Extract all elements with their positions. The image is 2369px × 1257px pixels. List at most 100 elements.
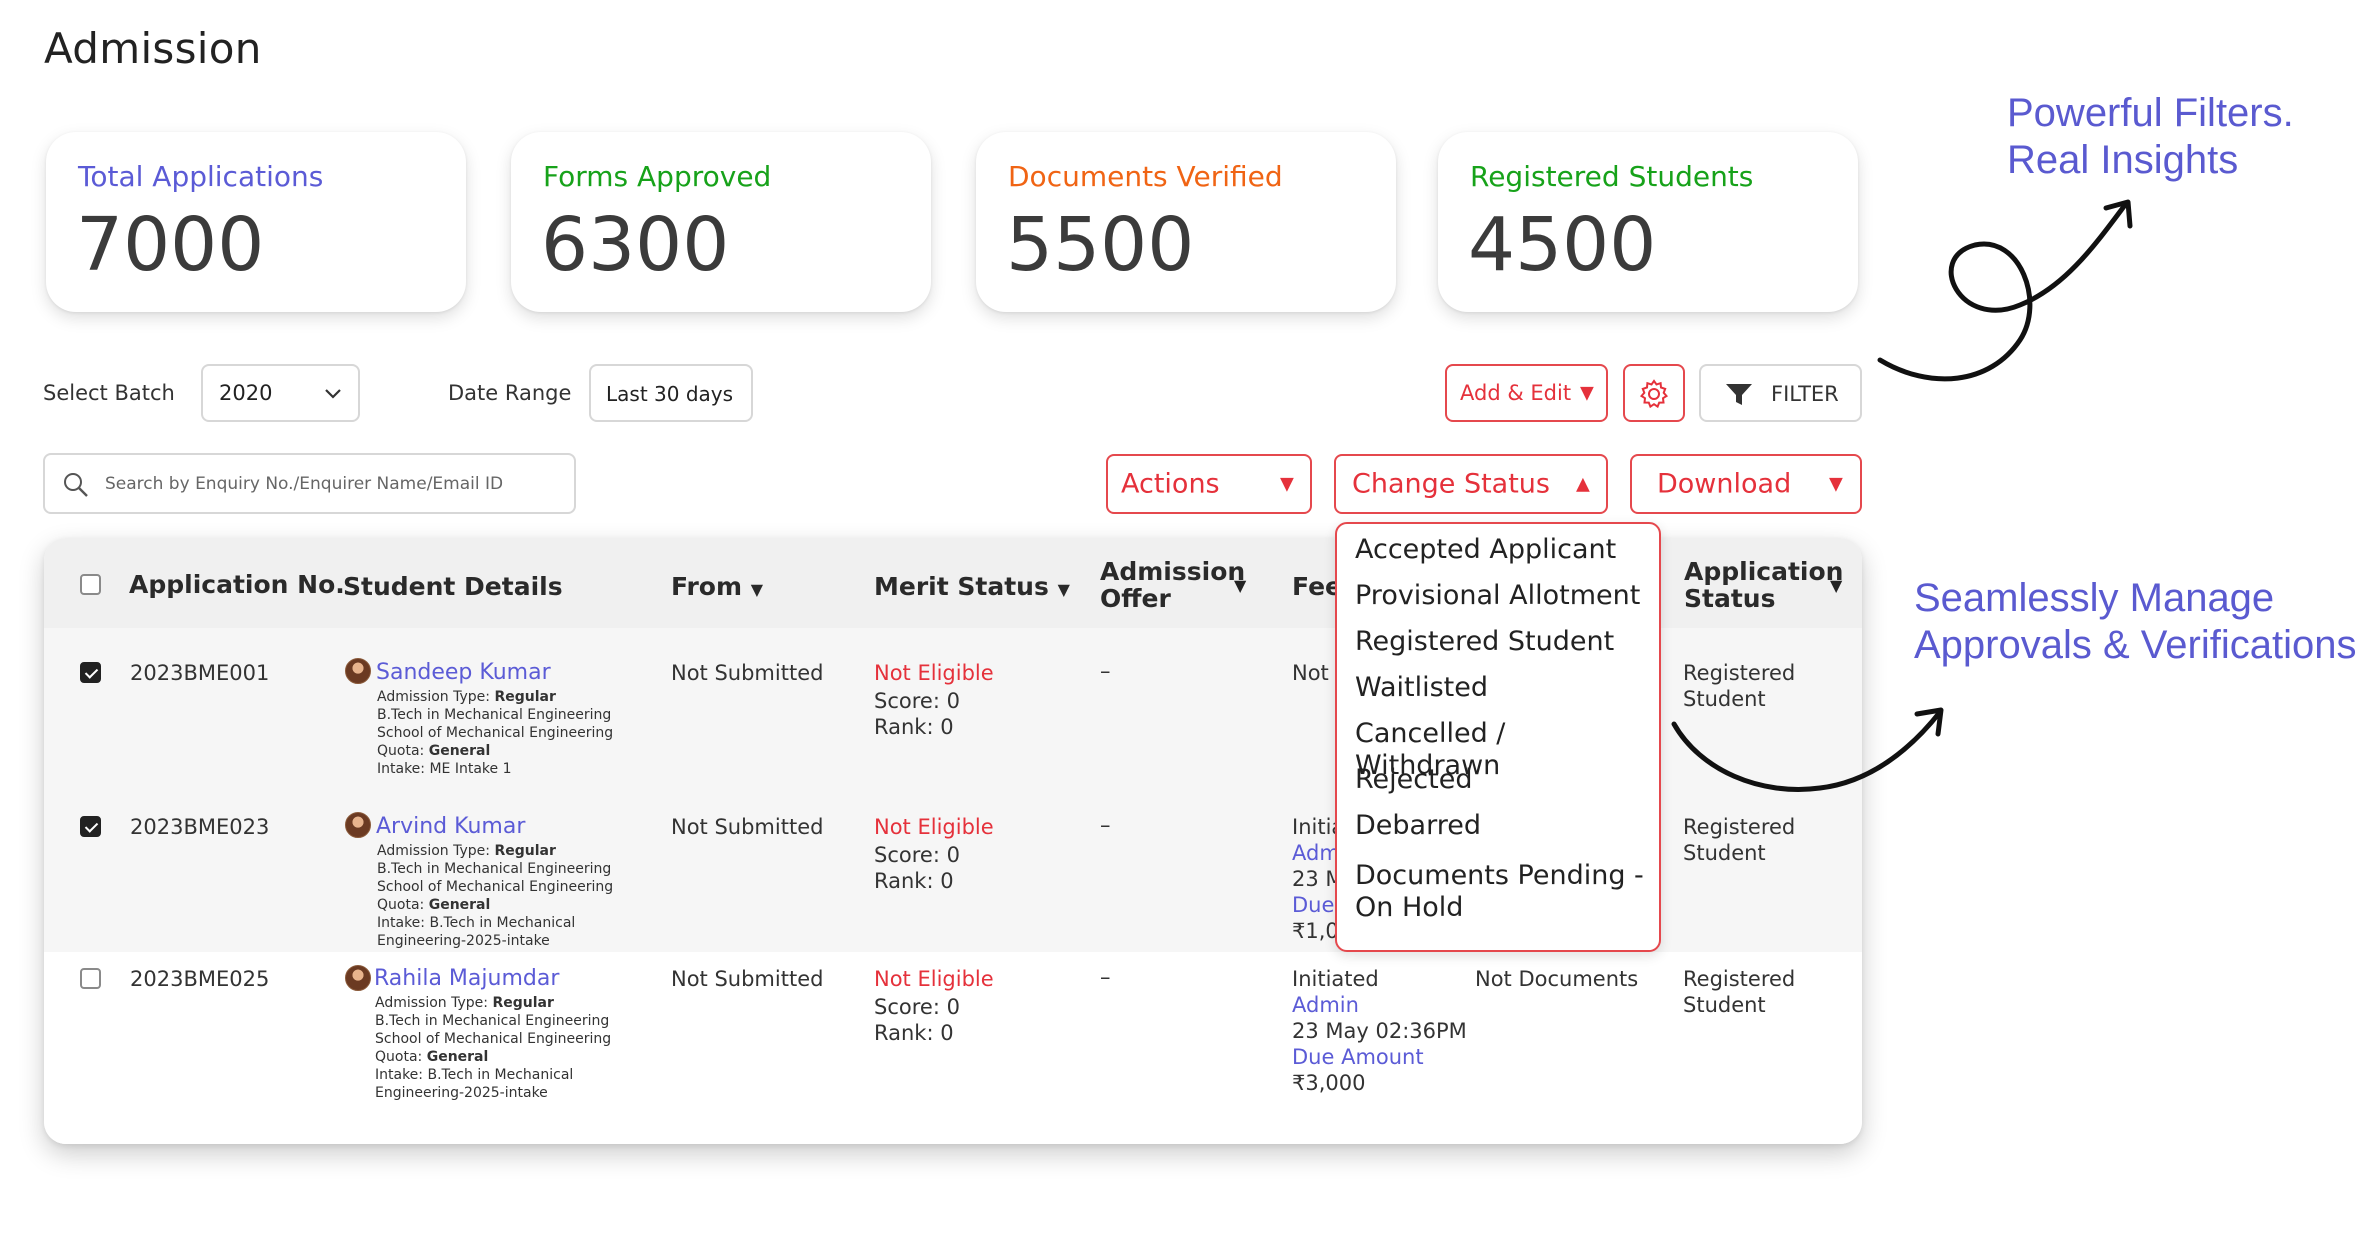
stat-card-registered-students: Registered Students 4500 — [1438, 132, 1858, 312]
application-status: Registered Student — [1683, 967, 1796, 1017]
merit-rank: Rank: 0 — [874, 1021, 954, 1045]
search-input[interactable]: Search by Enquiry No./Enquirer Name/Emai… — [43, 453, 576, 514]
chevron-down-icon — [325, 389, 341, 399]
stat-value: 6300 — [541, 202, 730, 288]
from-value: Not Submitted — [671, 967, 824, 991]
change-status-label: Change Status — [1352, 468, 1550, 500]
fee-due-label: Due — [1292, 893, 1335, 917]
stat-value: 5500 — [1006, 202, 1195, 288]
sort-caret-icon: ▼ — [1057, 580, 1070, 599]
filter-label: FILTER — [1771, 382, 1839, 406]
actions-label: Actions — [1121, 468, 1220, 500]
date-range-select[interactable]: Last 30 days — [589, 364, 753, 422]
student-name-link[interactable]: Arvind Kumar — [376, 814, 526, 839]
sort-caret-icon: ▼ — [1830, 576, 1843, 595]
caret-down-icon: ▼ — [1580, 382, 1594, 404]
student-name-link[interactable]: Sandeep Kumar — [376, 660, 551, 685]
stat-label: Forms Approved — [543, 160, 772, 193]
col-student-details[interactable]: Student Details — [343, 572, 563, 601]
menu-item-registered-student[interactable]: Registered Student — [1355, 626, 1615, 657]
merit-score: Score: 0 — [874, 689, 960, 713]
actions-dropdown[interactable]: Actions ▼ — [1106, 454, 1312, 514]
col-admission-offer[interactable]: Admission Offer — [1100, 558, 1245, 612]
row-checkbox[interactable] — [80, 816, 101, 837]
sort-caret-icon: ▼ — [750, 580, 764, 599]
row-checkbox[interactable] — [80, 968, 101, 989]
fee-by: Admin — [1292, 993, 1359, 1017]
funnel-icon — [1726, 384, 1752, 405]
fee-date: 23 May 02:36PM — [1292, 1019, 1467, 1043]
curved-arrow-icon — [1671, 707, 1944, 792]
add-edit-label: Add & Edit — [1460, 381, 1572, 405]
application-status: Registered Student — [1683, 661, 1796, 711]
menu-item-accepted-applicant[interactable]: Accepted Applicant — [1355, 534, 1617, 565]
search-icon — [64, 473, 88, 497]
batch-select[interactable]: 2020 — [201, 364, 360, 422]
merit-rank: Rank: 0 — [874, 869, 954, 893]
document-status: Not Documents — [1475, 967, 1639, 991]
student-details: Admission Type: Regular B.Tech in Mechan… — [377, 843, 614, 949]
sort-caret-icon: ▼ — [1234, 576, 1247, 595]
curly-arrow-icon — [1877, 199, 2133, 382]
col-from[interactable]: From ▼ — [671, 572, 763, 601]
col-merit-status[interactable]: Merit Status ▼ — [874, 572, 1070, 601]
caret-up-icon: ▲ — [1576, 473, 1590, 495]
col-application-no[interactable]: Application No. — [129, 570, 345, 599]
student-name-link[interactable]: Rahila Majumdar — [374, 966, 560, 991]
admission-offer: – — [1100, 659, 1111, 683]
col-merit-label: Merit Status — [874, 572, 1049, 601]
select-all-checkbox[interactable] — [80, 574, 101, 595]
merit-rank: Rank: 0 — [874, 715, 954, 739]
application-no: 2023BME001 — [130, 661, 270, 685]
add-edit-button[interactable]: Add & Edit ▼ — [1445, 364, 1608, 422]
stat-card-total-applications: Total Applications 7000 — [46, 132, 466, 312]
application-no: 2023BME023 — [130, 815, 270, 839]
gear-icon — [1639, 379, 1669, 409]
student-details: Admission Type: Regular B.Tech in Mechan… — [377, 689, 614, 777]
col-status-label-1: Application — [1684, 557, 1844, 586]
stat-value: 4500 — [1468, 202, 1657, 288]
menu-item-provisional-allotment[interactable]: Provisional Allotment — [1355, 580, 1641, 611]
fee-status: Not — [1292, 661, 1329, 685]
menu-item-cancelled-withdrawn[interactable]: Cancelled / Withdrawn — [1355, 718, 1506, 781]
merit-status: Not Eligible — [874, 967, 994, 991]
menu-item-documents-pending[interactable]: Documents Pending - On Hold — [1355, 860, 1644, 924]
avatar — [345, 965, 371, 991]
date-range-value: Last 30 days — [606, 382, 734, 406]
change-status-dropdown[interactable]: Change Status ▲ — [1334, 454, 1608, 514]
row-checkbox[interactable] — [80, 662, 101, 683]
stat-label: Registered Students — [1470, 160, 1754, 193]
stat-label: Documents Verified — [1008, 160, 1283, 193]
table-row[interactable]: 2023BME025 Rahila Majumdar Admission Typ… — [44, 952, 1862, 1144]
col-application-status[interactable]: Application Status — [1684, 558, 1843, 612]
caret-down-icon: ▼ — [1829, 473, 1843, 495]
date-range-label: Date Range — [448, 381, 572, 405]
col-status-label-2: Status — [1684, 584, 1776, 613]
fee-due-label: Due Amount — [1292, 1045, 1424, 1069]
student-details: Admission Type: Regular B.Tech in Mechan… — [375, 995, 612, 1101]
from-value: Not Submitted — [671, 815, 824, 839]
stat-card-documents-verified: Documents Verified 5500 — [976, 132, 1396, 312]
download-dropdown[interactable]: Download ▼ — [1630, 454, 1862, 514]
caret-down-icon: ▼ — [1280, 473, 1294, 495]
menu-item-waitlisted[interactable]: Waitlisted — [1355, 672, 1489, 703]
merit-status: Not Eligible — [874, 661, 994, 685]
settings-button[interactable] — [1623, 364, 1685, 422]
from-value: Not Submitted — [671, 661, 824, 685]
filter-button[interactable]: FILTER — [1699, 364, 1862, 422]
application-no: 2023BME025 — [130, 967, 270, 991]
promo-text-approvals: Seamlessly Manage Approvals & Verificati… — [1914, 576, 2357, 667]
menu-item-debarred[interactable]: Debarred — [1355, 810, 1481, 841]
select-batch-label: Select Batch — [43, 381, 175, 405]
search-placeholder: Search by Enquiry No./Enquirer Name/Emai… — [105, 474, 504, 494]
col-offer-label-2: Offer — [1100, 584, 1171, 613]
menu-item-rejected[interactable]: Rejected — [1355, 764, 1473, 795]
stat-value: 7000 — [76, 202, 265, 288]
admission-offer: – — [1100, 965, 1111, 989]
stat-label: Total Applications — [78, 160, 324, 193]
fee-amount: ₹3,000 — [1292, 1071, 1366, 1095]
stat-card-forms-approved: Forms Approved 6300 — [511, 132, 931, 312]
batch-value: 2020 — [219, 381, 273, 405]
col-fee[interactable]: Fee — [1292, 572, 1342, 601]
menu-item-label: On Hold — [1355, 892, 1464, 923]
